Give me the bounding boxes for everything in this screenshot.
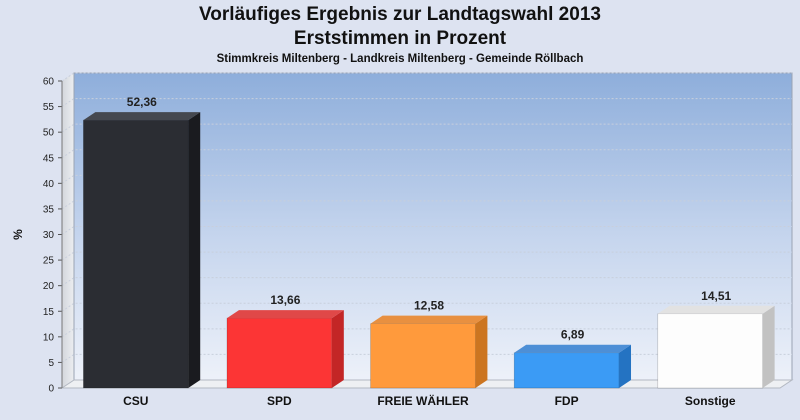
bar-top: [83, 112, 201, 121]
x-category-label: FDP: [555, 394, 579, 408]
bar-side: [762, 305, 775, 388]
grid-line: [61, 98, 792, 107]
bar-spd: [226, 310, 344, 389]
x-axis-categories: CSU SPD FREIE WÄHLER FDP Sonstige: [123, 393, 736, 408]
x-category-label: SPD: [267, 394, 292, 408]
value-label: 14,51: [701, 289, 731, 303]
value-labels: 52,36 13,66 12,58 6,89 14,51: [127, 95, 732, 342]
y-tick-label: 50: [43, 128, 55, 139]
value-label: 6,89: [561, 328, 585, 342]
value-label: 12,58: [414, 299, 444, 313]
grid-line: [61, 226, 792, 235]
value-label: 52,36: [127, 95, 157, 109]
y-tick-label: 45: [43, 153, 55, 164]
grid-line: [61, 251, 792, 261]
y-axis-ticks: 0 5 10 15 20 25 30 35 40 45 50 55 60: [43, 77, 63, 395]
x-category-label: CSU: [123, 394, 148, 408]
grid-line: [61, 328, 792, 338]
x-category-label: FREIE WÄHLER: [377, 393, 469, 408]
bar-top: [370, 315, 488, 324]
grid-line: [61, 72, 792, 82]
bars: [83, 112, 775, 389]
grid-line: [61, 149, 792, 159]
y-tick-label: 20: [43, 281, 55, 292]
bar-front: [370, 323, 476, 389]
bar-front: [657, 313, 763, 389]
grid-line: [61, 200, 792, 210]
bar-csu: [83, 112, 201, 389]
y-tick-label: 25: [43, 256, 55, 267]
chart-subtitle: Erststimmen in Prozent: [293, 28, 507, 49]
left-wall: [62, 73, 74, 388]
bar-fdp: [513, 344, 632, 389]
y-tick-label: 55: [43, 102, 55, 113]
bar-side: [188, 112, 201, 388]
y-tick-label: 35: [43, 204, 55, 215]
grid-line: [61, 302, 792, 312]
y-tick-label: 5: [48, 358, 54, 369]
y-tick-label: 0: [48, 384, 54, 395]
bar-top: [226, 310, 344, 319]
chart-title: Vorläufiges Ergebnis zur Landtagswahl 20…: [199, 4, 601, 25]
bar-sonstige: [657, 305, 775, 389]
bar-top: [514, 344, 632, 353]
value-label: 13,66: [270, 293, 300, 307]
grid-line: [61, 123, 792, 133]
y-tick-label: 30: [43, 230, 55, 241]
bar-side: [475, 315, 488, 388]
y-tick-label: 15: [43, 307, 55, 318]
grid-lines: [61, 72, 792, 363]
bar-freie-w-hler: [370, 315, 488, 389]
y-axis-title: %: [11, 229, 25, 240]
bar-front: [226, 317, 333, 389]
y-tick-label: 60: [43, 77, 55, 88]
bar-front: [513, 352, 620, 389]
y-tick-label: 10: [43, 332, 55, 343]
bar-side: [331, 310, 344, 388]
grid-line: [61, 277, 792, 287]
x-category-label: Sonstige: [685, 394, 736, 408]
bar-top: [657, 305, 775, 314]
bar-front: [83, 119, 189, 389]
bar-side: [619, 344, 632, 388]
y-tick-label: 40: [43, 179, 55, 190]
chart-caption: Stimmkreis Miltenberg - Landkreis Milten…: [216, 53, 584, 65]
grid-line: [61, 174, 792, 184]
